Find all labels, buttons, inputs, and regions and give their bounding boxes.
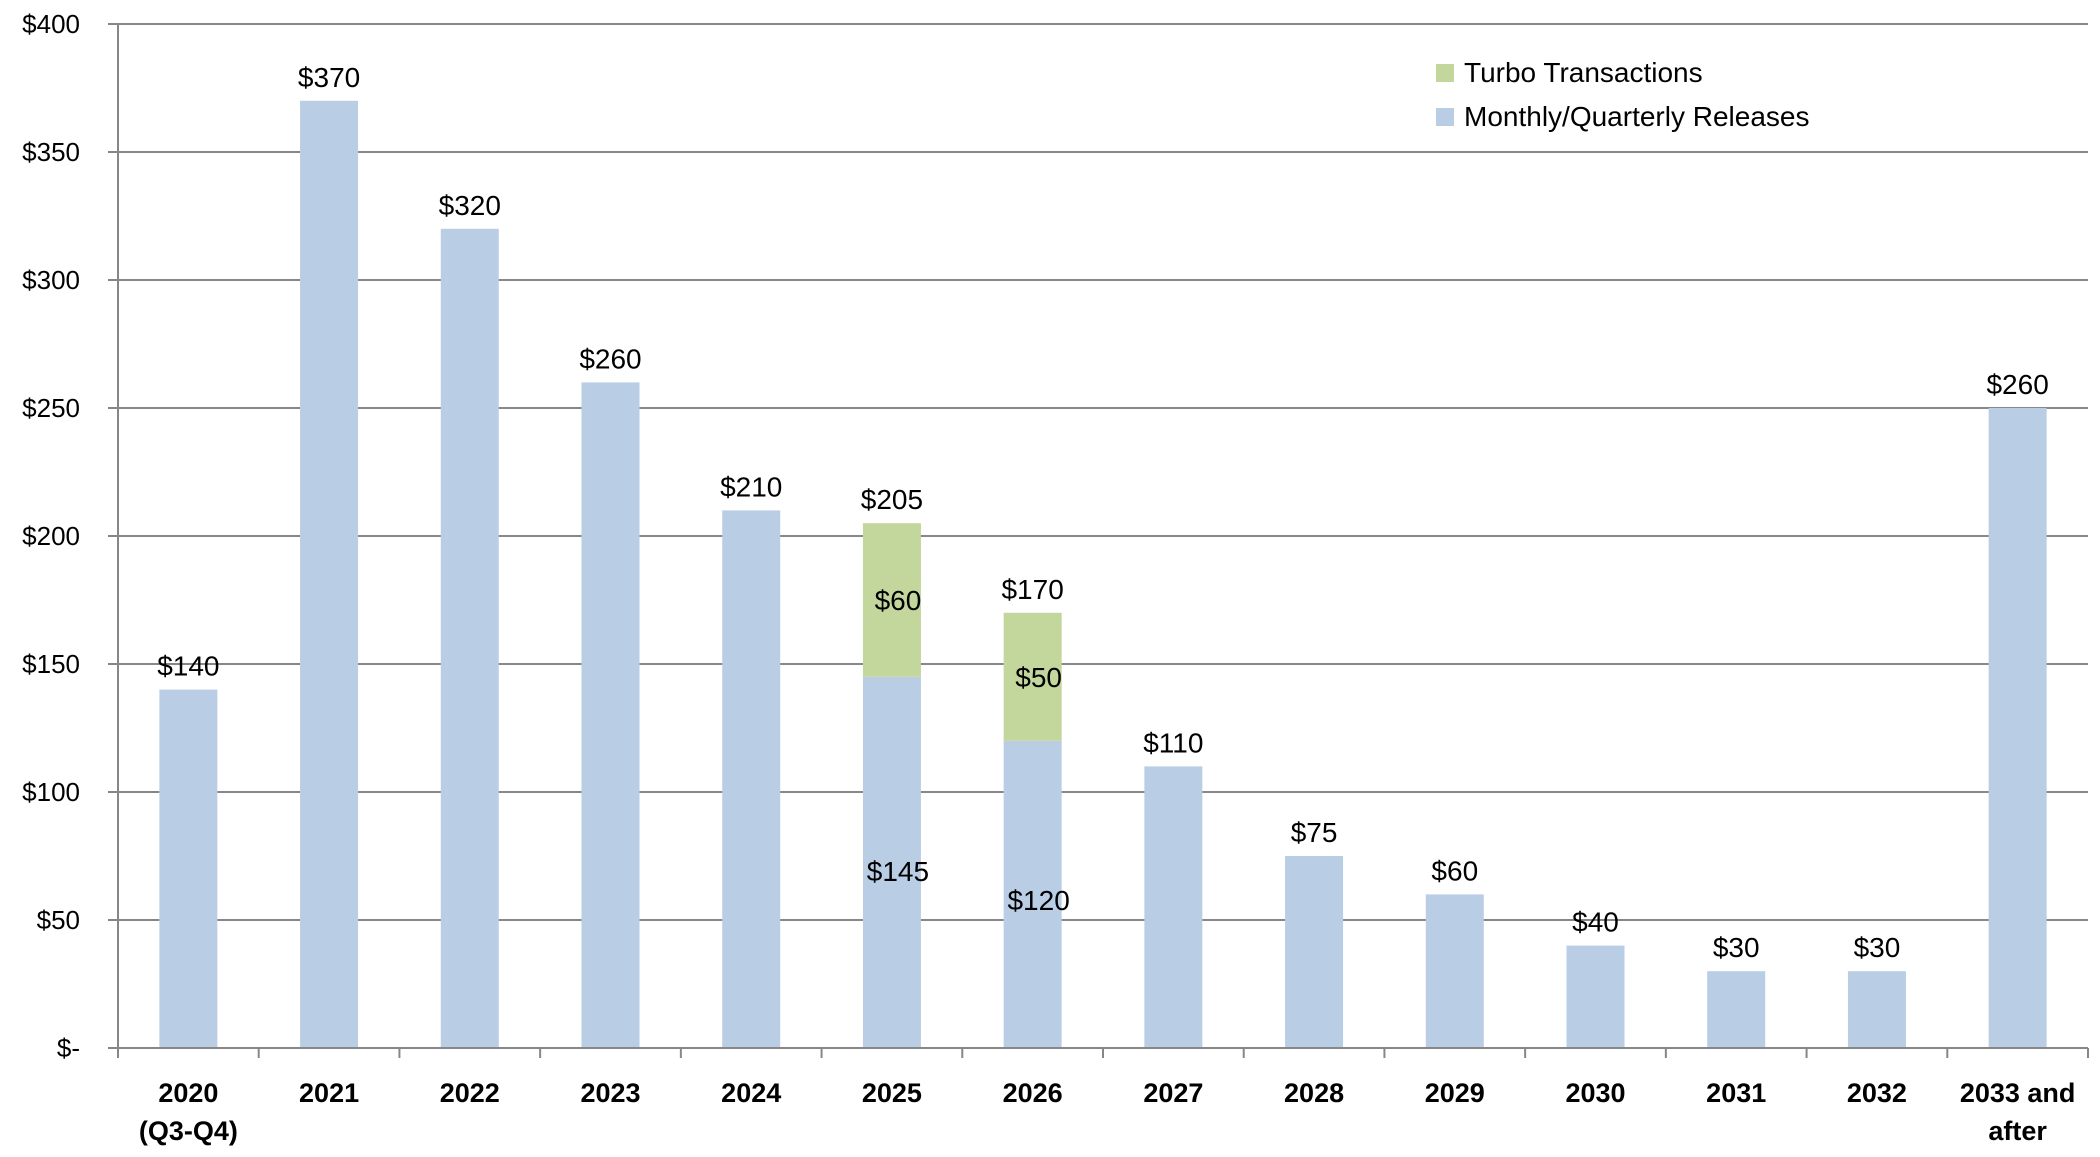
- total-value-label: $210: [720, 471, 782, 502]
- bar-segment: [1707, 971, 1766, 1048]
- y-tick-label: $50: [37, 905, 80, 935]
- bar-segment: [1847, 971, 1906, 1048]
- bar-segment: [1144, 766, 1203, 1048]
- x-tick-label: 2021: [299, 1078, 359, 1108]
- y-axis-ticks: $- $50 $100 $150 $200 $250 $300 $350 $400: [22, 9, 118, 1063]
- x-tick-label: 2027: [1143, 1078, 1203, 1108]
- x-tick-label: 2024: [721, 1078, 781, 1108]
- y-tick-label: $150: [22, 649, 80, 679]
- bar-segment: [1425, 894, 1484, 1048]
- gridlines: [118, 23, 2088, 921]
- legend-label: Turbo Transactions: [1464, 57, 1703, 88]
- bar-segment: [862, 676, 921, 1048]
- legend: Turbo Transactions Monthly/Quarterly Rele…: [1436, 57, 1809, 132]
- bar-segment: [1285, 856, 1344, 1048]
- bar-segment: [440, 228, 499, 1049]
- y-tick-label: $250: [22, 393, 80, 423]
- x-tick-label: 2025: [862, 1078, 922, 1108]
- total-value-label: $30: [1854, 932, 1901, 963]
- total-value-label: $60: [1431, 855, 1478, 886]
- x-tick-label: 2029: [1425, 1078, 1485, 1108]
- bar-segment: [1003, 740, 1062, 1048]
- x-tick-label: 2031: [1706, 1078, 1766, 1108]
- x-tick-label: 2033 and: [1960, 1078, 2076, 1108]
- total-value-label: $140: [157, 651, 219, 682]
- y-tick-label: $100: [22, 777, 80, 807]
- total-value-label: $260: [1986, 369, 2048, 400]
- bar-segment: [581, 382, 640, 1048]
- x-tick-label: 2032: [1847, 1078, 1907, 1108]
- bar-segment: [862, 523, 921, 677]
- bar-segment: [1566, 945, 1625, 1048]
- data-labels: $145 $120 $60 $50 $140 $370 $320 $260 $210 $205 $1…: [157, 62, 2049, 963]
- y-tick-label: $-: [57, 1033, 80, 1063]
- bar-segment: [722, 510, 781, 1048]
- legend-swatch: [1436, 64, 1454, 82]
- y-tick-label: $200: [22, 521, 80, 551]
- y-tick-label: $300: [22, 265, 80, 295]
- segment-value-label: $120: [1007, 885, 1069, 916]
- total-value-label: $260: [579, 343, 641, 374]
- y-tick-label: $350: [22, 137, 80, 167]
- total-value-label: $110: [1143, 727, 1203, 758]
- x-axis-ticks: 2020 (Q3-Q4) 2021 2022 2023 2024 2025 2026 2027 2…: [139, 1078, 2076, 1146]
- x-tick-label: (Q3-Q4): [139, 1116, 238, 1146]
- legend-swatch: [1436, 108, 1454, 126]
- x-tick-label: 2022: [440, 1078, 500, 1108]
- bar-segment: [159, 689, 218, 1048]
- total-value-label: $30: [1713, 932, 1760, 963]
- segment-value-label: $60: [875, 585, 922, 616]
- segment-value-label: $50: [1015, 662, 1062, 693]
- x-tick-label: 2020: [158, 1078, 218, 1108]
- bar-segment: [300, 100, 359, 1049]
- bar-segment: [1988, 408, 2047, 1048]
- x-tick-label: 2023: [580, 1078, 640, 1108]
- total-value-label: $320: [439, 190, 501, 221]
- axes: [117, 24, 2089, 1058]
- x-tick-label: 2028: [1284, 1078, 1344, 1108]
- total-value-label: $370: [298, 62, 360, 93]
- legend-label: Monthly/Quarterly Releases: [1464, 101, 1809, 132]
- bars: [159, 100, 2047, 1049]
- x-tick-label: after: [1988, 1116, 2047, 1146]
- y-tick-label: $400: [22, 9, 80, 39]
- total-value-label: $40: [1572, 907, 1619, 938]
- total-value-label: $170: [1001, 574, 1063, 605]
- x-tick-label: 2030: [1565, 1078, 1625, 1108]
- segment-value-label: $145: [867, 856, 929, 887]
- x-tick-label: 2026: [1003, 1078, 1063, 1108]
- total-value-label: $75: [1291, 817, 1338, 848]
- bar-segment: [1003, 612, 1062, 741]
- total-value-label: $205: [861, 484, 923, 515]
